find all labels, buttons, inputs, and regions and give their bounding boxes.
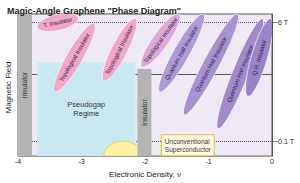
svg-text:Topological Insulator: Topological Insulator [142,16,178,64]
svg-text:Unconventional: Unconventional [165,138,210,145]
svg-text:Magic-Angle Graphene "Phase Di: Magic-Angle Graphene "Phase Diagram" [7,6,181,16]
svg-text:Superconductor: Superconductor [165,146,212,154]
svg-text:Regime: Regime [73,109,99,118]
svg-text:-2: -2 [142,158,148,165]
svg-text:-3: -3 [78,158,84,165]
svg-text:Q.H. Insulator: Q.H. Insulator [251,39,267,76]
svg-text:-4: -4 [15,158,21,165]
svg-text:Insulator: Insulator [21,71,28,99]
svg-text:Electronic Density, ν: Electronic Density, ν [109,170,181,179]
svg-text:Quantum Hall Insulator: Quantum Hall Insulator [226,44,255,103]
svg-text:Topological Insulator: Topological Insulator [104,24,134,75]
svg-text:~0.1 T: ~0.1 T [274,138,295,145]
svg-text:T. Insulator: T. Insulator [43,16,73,28]
svg-text:Magnetic Field: Magnetic Field [4,61,13,113]
svg-text:~6 T: ~6 T [274,19,289,26]
svg-text:Quantum Hall Insulator: Quantum Hall Insulator [164,25,199,81]
svg-text:0: 0 [270,158,274,165]
svg-text:Insulator: Insulator [141,99,148,127]
svg-text:Quantum Hall Insulator: Quantum Hall Insulator [194,36,228,93]
svg-text:Pseudogap: Pseudogap [67,100,105,109]
svg-text:Topological Insulator: Topological Insulator [58,32,90,82]
svg-text:-1: -1 [205,158,211,165]
